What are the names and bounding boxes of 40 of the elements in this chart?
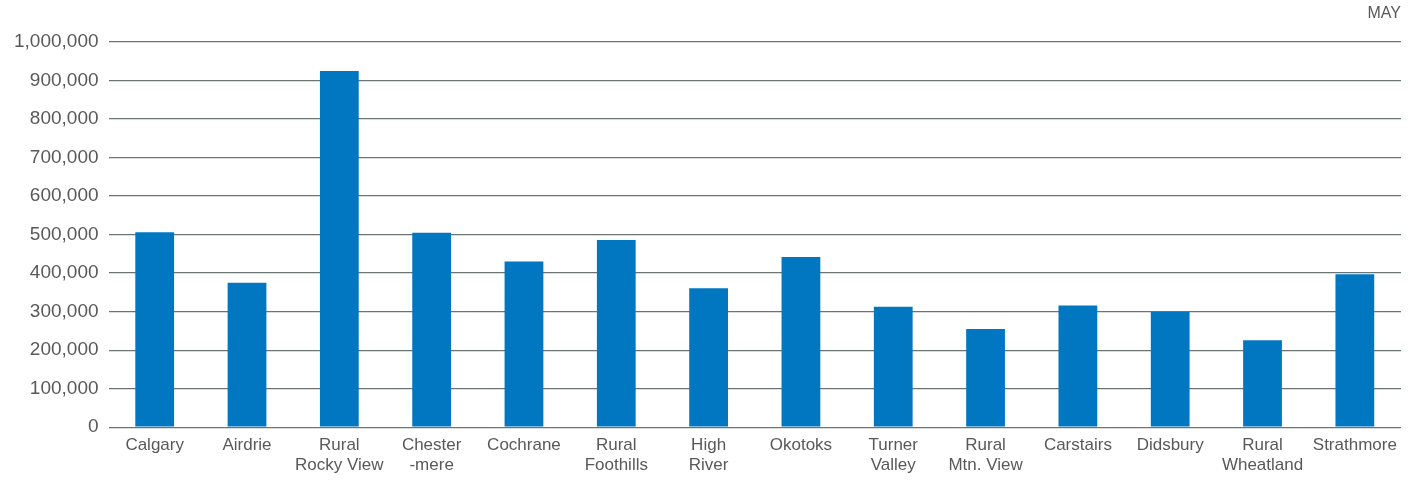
bar <box>227 282 267 427</box>
x-tick-label: Strathmore <box>1312 435 1397 455</box>
x-tick-label: Chester -mere <box>401 435 462 475</box>
chart-title: MAY <box>1367 4 1401 22</box>
x-tick-label: Rural Mtn. View <box>948 435 1024 475</box>
bar <box>135 232 175 427</box>
x-tick-label: Rural Foothills <box>584 435 648 475</box>
bar <box>596 239 636 427</box>
x-tick-label: Didsbury <box>1136 435 1205 455</box>
x-tick-label: Rural Wheatland <box>1221 435 1304 475</box>
y-tick-label: 900,000 <box>29 68 99 90</box>
y-tick-label: 1,000,000 <box>13 30 99 52</box>
y-tick-label: 200,000 <box>29 338 99 360</box>
bar <box>1058 305 1098 427</box>
y-tick-label: 300,000 <box>29 299 99 321</box>
x-tick-label: Calgary <box>125 435 185 455</box>
bar <box>689 288 728 427</box>
x-tick-label: Carstairs <box>1043 435 1112 455</box>
bar <box>319 70 359 427</box>
y-tick-label: 400,000 <box>29 261 99 283</box>
y-tick-label: 800,000 <box>29 107 99 129</box>
x-tick-label: Cochrane <box>487 435 561 455</box>
bar <box>1150 312 1190 427</box>
bar <box>412 232 452 427</box>
bar <box>1335 274 1375 427</box>
x-tick-label: High River <box>688 435 729 475</box>
bar <box>1243 340 1282 427</box>
x-tick-label: Rural Rocky View <box>295 435 385 475</box>
y-tick-label: 600,000 <box>29 184 99 206</box>
x-tick-label: Okotoks <box>769 435 833 455</box>
y-tick-label: 100,000 <box>29 376 99 398</box>
y-tick-label: 700,000 <box>29 145 99 167</box>
bar <box>873 306 913 427</box>
bar <box>781 256 821 427</box>
x-tick-label: Airdrie <box>222 435 272 455</box>
x-tick-label: Turner Valley <box>868 435 919 475</box>
bar <box>504 261 544 427</box>
y-tick-label: 0 <box>87 415 99 437</box>
y-tick-label: 500,000 <box>29 222 99 244</box>
bar <box>966 328 1005 427</box>
